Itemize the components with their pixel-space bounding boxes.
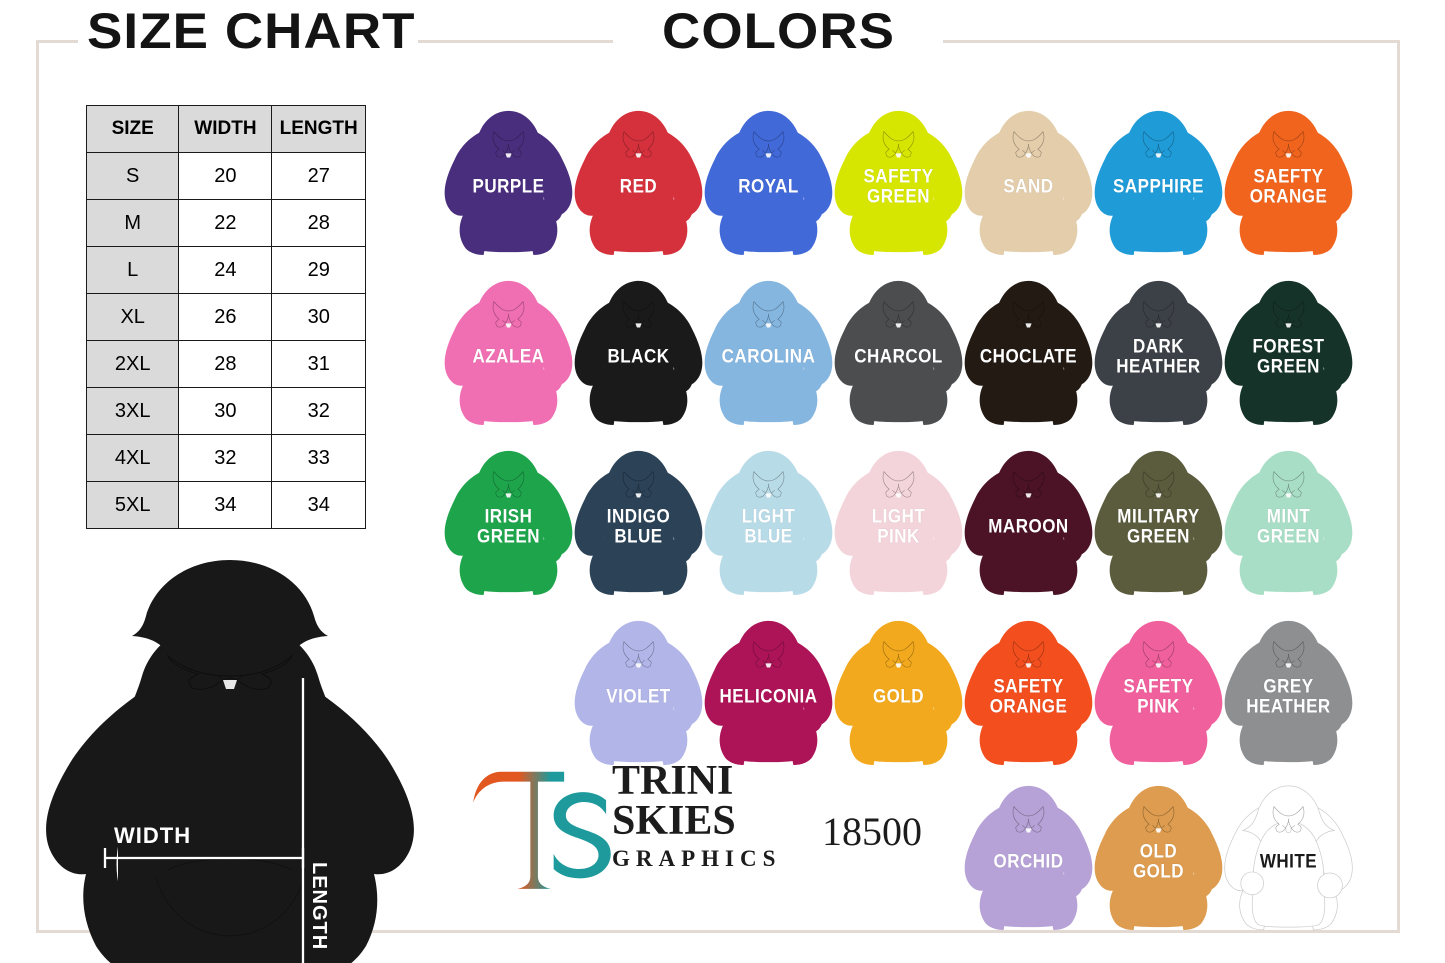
svg-text:WIDTH: WIDTH — [114, 823, 191, 848]
svg-text:LENGTH: LENGTH — [308, 862, 330, 950]
